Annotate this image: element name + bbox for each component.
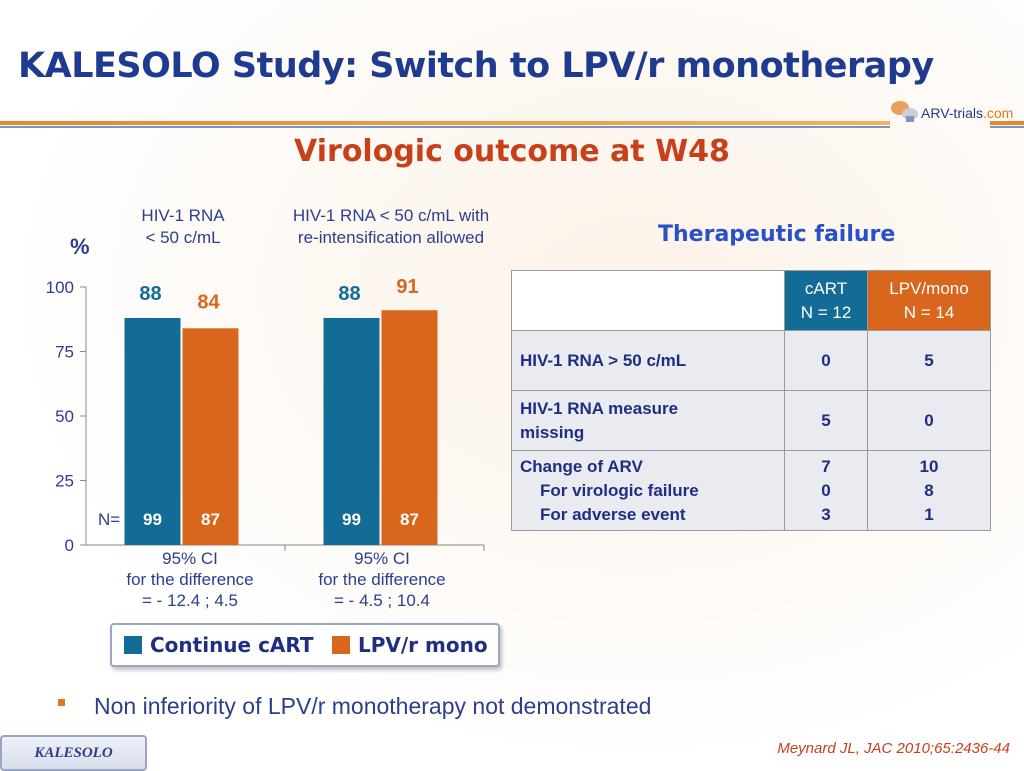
title-rule-blue: [0, 126, 890, 128]
citation: Meynard JL, JAC 2010;65:2436-44: [777, 740, 1010, 757]
legend-label-mono: LPV/r mono: [358, 633, 488, 657]
table-cell-cart: 7 0 3: [784, 450, 868, 531]
table-cell-mono: 10 8 1: [867, 450, 991, 531]
bar-cart: [323, 317, 380, 545]
data-label: 88: [338, 283, 360, 305]
legend-swatch-cart: [124, 636, 142, 654]
table-row-label-line3: For adverse event: [540, 504, 686, 524]
table-cell-mono: 5: [867, 330, 991, 391]
table-header-mono-line2: N = 14: [903, 302, 955, 322]
table-row-label-line1: HIV-1 RNA measure: [520, 398, 679, 418]
table-row-label: HIV-1 RNA measure missing: [511, 390, 785, 451]
y-tick-label: 75: [55, 343, 74, 362]
group-2-ci: 95% CI for the difference = - 4.5 ; 10.4: [292, 548, 472, 611]
table-cell-cart-1: 7: [821, 456, 831, 476]
legend-swatch-mono: [332, 636, 350, 654]
table-row-label-line2: For virologic failure: [540, 480, 699, 500]
y-tick-label: 25: [55, 472, 74, 491]
table-header-mono: LPV/mono N = 14: [867, 270, 991, 331]
y-tick-label: 100: [46, 278, 74, 297]
logo-suffix: .com: [982, 105, 1014, 121]
group-1-header: HIV-1 RNA < 50 c/mL: [100, 205, 266, 249]
bar-mono: [381, 310, 438, 545]
table-row: HIV-1 RNA > 50 c/mL 0 5: [511, 330, 991, 391]
group-1-header-line1: HIV-1 RNA: [141, 206, 225, 225]
table-cell-cart: 0: [784, 330, 868, 391]
chart-legend: Continue cART LPV/r mono: [110, 623, 500, 667]
data-label: 91: [396, 276, 418, 298]
table-header-blank: [511, 270, 785, 331]
legend-item-mono: LPV/r mono: [332, 633, 488, 657]
bar-cart: [124, 317, 181, 545]
chart-subtitle: Virologic outcome at W48: [294, 134, 730, 169]
title-rule-right-orange: [990, 121, 1024, 125]
group-2-ci-line3: = - 4.5 ; 10.4: [334, 591, 430, 610]
group-1-ci: 95% CI for the difference = - 12.4 ; 4.5: [100, 548, 280, 611]
table-row-label-line1: Change of ARV: [520, 456, 643, 476]
table-row-label-line2: missing: [520, 422, 585, 442]
data-label: 84: [197, 291, 220, 313]
group-2-header: HIV-1 RNA < 50 c/mL with re-intensificat…: [266, 205, 516, 249]
arv-trials-logo-icon: [891, 101, 918, 122]
table-cell-mono-2: 8: [924, 480, 934, 500]
group-2-header-line1: HIV-1 RNA < 50 c/mL with: [292, 206, 490, 225]
table-cell-cart: 5: [784, 390, 868, 451]
table-row: HIV-1 RNA measure missing 5 0: [511, 390, 991, 451]
bar-chart: 0 25 50 75 100 88 99 84 87 88 99 91 87 N=: [46, 276, 485, 555]
title-rule-right-blue: [990, 126, 1024, 128]
table-row: Change of ARV For virologic failure For …: [511, 450, 991, 531]
table-row-label: Change of ARV For virologic failure For …: [511, 450, 785, 531]
legend-item-cart: Continue cART: [124, 633, 314, 657]
y-tick-label: 50: [55, 407, 74, 426]
group-1-header-line2: < 50 c/mL: [145, 228, 221, 247]
n-prefix-label: N=: [98, 510, 120, 529]
conclusion-text: Non inferiority of LPV/r monotherapy not…: [94, 693, 652, 719]
bar-mono: [182, 328, 239, 545]
table-header-cart-line2: N = 12: [800, 302, 852, 322]
n-label: 99: [342, 510, 361, 529]
group-1-ci-line2: for the difference: [126, 570, 254, 589]
legend-label-cart: Continue cART: [150, 633, 314, 657]
table-cell-mono-1: 10: [919, 456, 939, 476]
y-axis-label: %: [70, 234, 90, 259]
table-header-mono-line1: LPV/mono: [889, 278, 969, 298]
bullet-icon: [58, 699, 65, 706]
arv-trials-logo: ARV-trials.com: [921, 105, 1013, 121]
table-cell-cart-3: 3: [821, 504, 831, 524]
table-header-cart: cART N = 12: [784, 270, 868, 331]
y-tick-label: 0: [65, 536, 74, 555]
group-1-ci-line1: 95% CI: [162, 549, 218, 568]
data-label: 88: [139, 283, 161, 305]
n-label: 99: [143, 510, 162, 529]
table-cell-mono: 0: [867, 390, 991, 451]
n-label: 87: [400, 510, 419, 529]
title-rule-orange: [0, 121, 890, 125]
slide-title: KALESOLO Study: Switch to LPV/r monother…: [18, 46, 934, 86]
n-label: 87: [201, 510, 220, 529]
footer-tag-label: KALESOLO: [34, 745, 113, 761]
group-2-ci-line1: 95% CI: [354, 549, 410, 568]
table-header-row: cART N = 12 LPV/mono N = 14: [511, 270, 991, 331]
table-title: Therapeutic failure: [658, 222, 896, 247]
table-header-cart-line1: cART: [804, 278, 848, 298]
group-2-ci-line2: for the difference: [318, 570, 446, 589]
table-cell-mono-3: 1: [924, 504, 934, 524]
group-2-header-line2: re-intensification allowed: [297, 228, 485, 247]
logo-main: ARV-trials: [921, 105, 983, 121]
therapeutic-failure-table: cART N = 12 LPV/mono N = 14 HIV-1 RNA > …: [511, 270, 991, 531]
table-row-label: HIV-1 RNA > 50 c/mL: [511, 330, 785, 391]
footer-tag: KALESOLO: [0, 735, 147, 771]
group-1-ci-line3: = - 12.4 ; 4.5: [142, 591, 238, 610]
table-cell-cart-2: 0: [821, 480, 831, 500]
